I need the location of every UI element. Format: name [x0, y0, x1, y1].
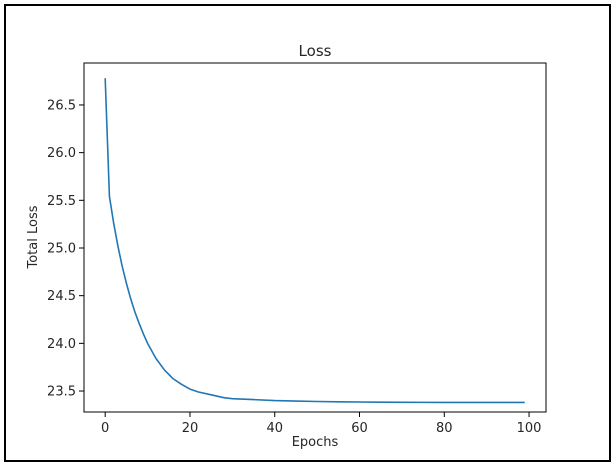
y-tick-label: 23.5	[47, 385, 76, 400]
series-line-0	[104, 78, 525, 404]
x-tick-label: 80	[436, 421, 453, 436]
x-axis-label: Epochs	[292, 435, 339, 450]
x-tick-label: 100	[517, 421, 542, 436]
y-tick-label: 24.5	[47, 289, 76, 304]
x-tick-label: 20	[182, 421, 199, 436]
chart-title: Loss	[299, 42, 332, 60]
y-tick-label: 26.0	[47, 146, 76, 161]
y-axis-label: Total Loss	[26, 205, 41, 269]
y-tick-label: 25.0	[47, 241, 76, 256]
x-tick-label: 60	[351, 421, 368, 436]
y-tick-label: 24.0	[47, 337, 76, 352]
plot-area	[83, 62, 547, 413]
x-tick-label: 0	[101, 421, 109, 436]
y-tick-label: 26.5	[47, 98, 76, 113]
x-tick-label: 40	[266, 421, 283, 436]
y-tick-label: 25.5	[47, 194, 76, 209]
series-layer	[104, 78, 525, 404]
ticks-layer: 0 20 40 60 80 100 23.5 24.0 24.5 25.0 25.5 26.0 26.5	[47, 98, 541, 436]
